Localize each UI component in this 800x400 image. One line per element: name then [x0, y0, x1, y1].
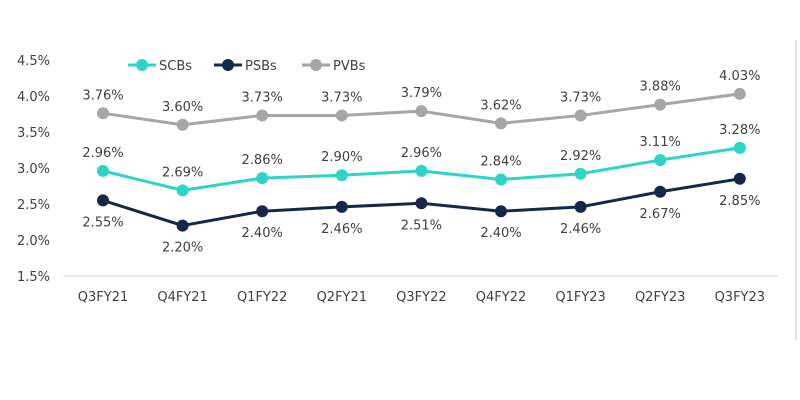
data-label: 2.46%	[321, 222, 362, 237]
data-point	[733, 172, 746, 185]
data-point	[97, 107, 109, 120]
data-point	[176, 184, 189, 197]
data-label: 2.46%	[560, 222, 601, 237]
y-tick-label: 1.5%	[17, 270, 50, 285]
data-label: 2.90%	[321, 150, 362, 165]
x-tick-label: Q3FY23	[715, 290, 765, 305]
legend-item-scbs: SCBs	[128, 59, 192, 74]
legend-label: PVBs	[333, 59, 366, 74]
legend-marker	[310, 59, 322, 71]
data-point	[654, 154, 667, 167]
data-point	[176, 219, 189, 232]
data-label: 3.62%	[480, 98, 521, 113]
data-label: 4.03%	[719, 69, 760, 84]
data-point	[654, 98, 667, 111]
y-tick-label: 2.5%	[17, 198, 50, 213]
data-point	[495, 173, 507, 186]
data-label: 2.40%	[480, 226, 521, 241]
legend-marker	[222, 59, 234, 71]
legend-label: SCBs	[159, 59, 192, 74]
data-point	[415, 164, 428, 177]
data-point	[256, 205, 269, 218]
y-tick-label: 4.5%	[17, 54, 50, 69]
series-pvbs: 3.76% 3.60% 3.73% 3.73% 3.79% 3.62% 3.73% 3.88%…	[82, 69, 760, 131]
data-point	[256, 172, 269, 185]
x-tick-label: Q3FY21	[78, 290, 128, 305]
data-point	[495, 205, 507, 218]
x-tick-label: Q4FY22	[476, 290, 526, 305]
data-point	[654, 185, 667, 198]
data-point	[256, 109, 269, 122]
data-label: 3.73%	[242, 90, 283, 105]
data-label: 3.28%	[719, 123, 760, 138]
data-point	[335, 109, 348, 122]
data-label: 2.20%	[162, 241, 203, 256]
y-tick-label: 2.0%	[17, 234, 50, 249]
data-label: 2.92%	[560, 149, 601, 164]
data-label: 2.55%	[82, 215, 123, 230]
legend-item-psbs: PSBs	[214, 59, 277, 74]
data-point	[574, 167, 587, 180]
data-point	[495, 117, 507, 130]
data-point	[415, 105, 428, 118]
data-label: 2.69%	[162, 165, 203, 180]
data-label: 2.51%	[401, 218, 442, 233]
data-point	[733, 141, 746, 154]
data-label: 2.86%	[242, 153, 283, 168]
y-tick-label: 3.5%	[17, 126, 50, 141]
data-point	[574, 109, 587, 122]
series-scbs: 2.96% 2.69% 2.86% 2.90% 2.96% 2.84% 2.92% 3.11%…	[82, 123, 760, 197]
data-point	[176, 118, 189, 131]
data-label: 3.11%	[640, 135, 681, 150]
data-label: 3.88%	[640, 80, 681, 95]
x-tick-label: Q1FY22	[237, 290, 287, 305]
data-point	[733, 87, 746, 100]
data-point	[415, 197, 428, 210]
data-label: 2.96%	[401, 146, 442, 161]
data-label: 3.76%	[82, 88, 123, 103]
data-point	[97, 194, 109, 207]
y-tick-label: 3.0%	[17, 162, 50, 177]
data-point	[574, 200, 587, 213]
legend-item-pvbs: PVBs	[302, 59, 366, 74]
data-label: 2.40%	[242, 226, 283, 241]
x-tick-label: Q2FY23	[635, 290, 685, 305]
data-label: 2.67%	[640, 207, 681, 222]
x-tick-label: Q1FY23	[555, 290, 605, 305]
data-point	[97, 164, 109, 177]
legend: SCBs PSBs PVBs	[128, 59, 366, 74]
data-label: 2.84%	[480, 155, 521, 170]
data-label: 3.60%	[162, 100, 203, 115]
x-tick-label: Q3FY22	[396, 290, 446, 305]
x-tick-label: Q4FY21	[157, 290, 207, 305]
data-label: 2.96%	[82, 146, 123, 161]
data-point	[335, 169, 348, 182]
data-label: 3.73%	[321, 90, 362, 105]
series-psbs: 2.55% 2.20% 2.40% 2.46% 2.51% 2.40% 2.46% 2.67%…	[82, 172, 760, 256]
x-tick-label: Q2FY21	[317, 290, 367, 305]
legend-label: PSBs	[245, 59, 277, 74]
data-label: 3.73%	[560, 90, 601, 105]
legend-marker	[136, 59, 148, 71]
data-label: 3.79%	[401, 86, 442, 101]
data-point	[335, 200, 348, 213]
data-label: 2.85%	[719, 194, 760, 209]
y-tick-label: 4.0%	[17, 90, 50, 105]
